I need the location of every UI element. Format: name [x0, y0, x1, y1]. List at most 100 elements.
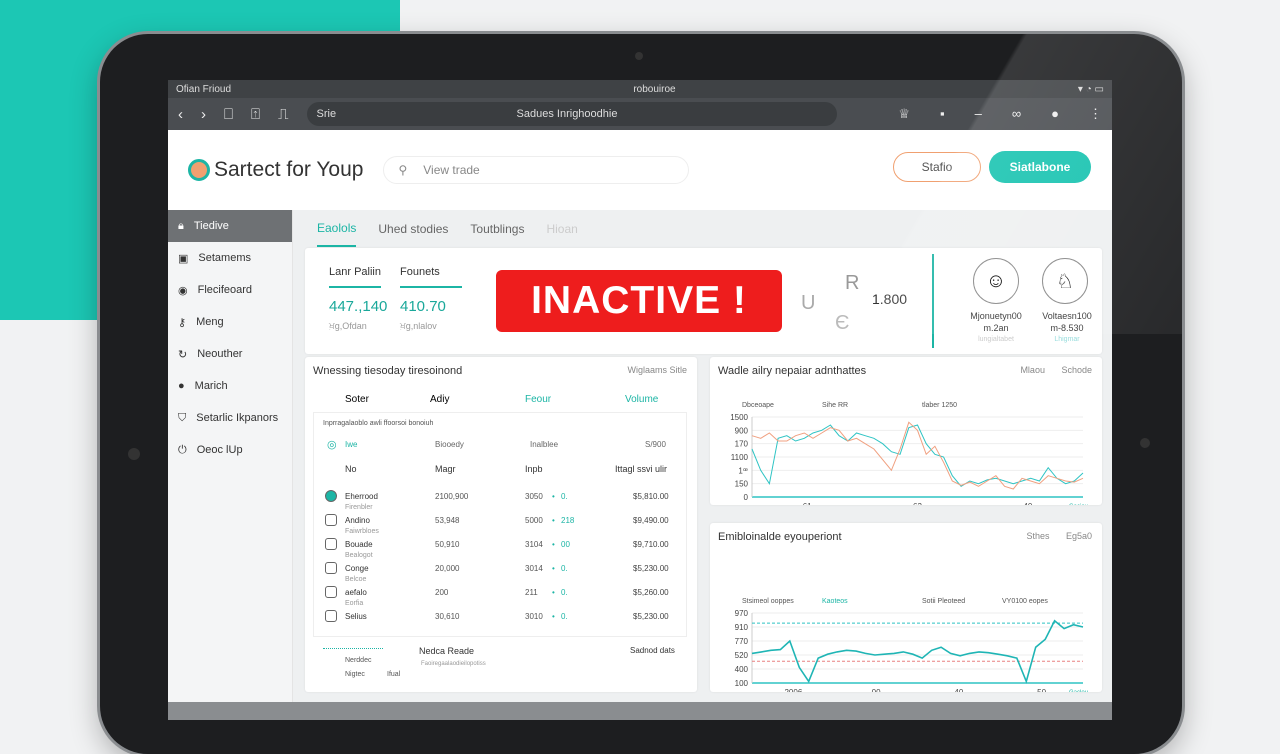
chart-action[interactable]: Sthes [1026, 531, 1050, 541]
dot-icon: • [552, 540, 555, 549]
avatar[interactable]: ☺ [973, 258, 1019, 304]
logo[interactable]: Sartect for Youp [188, 158, 363, 182]
table-frame [313, 412, 687, 637]
row-checkbox[interactable] [325, 490, 337, 502]
sidebar-item[interactable]: ▣ Setamems [168, 242, 292, 274]
url-bar[interactable]: Srie Sadues Inrighoodhie [306, 102, 837, 126]
row-sub: Firenbler [345, 504, 373, 511]
sidebar-item[interactable]: ◉ Flecifeoard [168, 274, 292, 306]
panel-title: Wnessing tiesoday tiresoinond [313, 365, 463, 377]
column-header[interactable]: Inpb [525, 464, 543, 474]
circle-icon: ● [178, 380, 185, 392]
chart-actions[interactable]: Sthes Eg5a0 [1026, 531, 1092, 541]
dot-icon: • [552, 588, 555, 597]
sidebar-item[interactable]: ⚷ Meng [168, 306, 292, 338]
legend-label: Stsimeol ooppes [742, 598, 794, 605]
table-caption: Inprragalaoblo awli ffoorsoi bonoiuh [323, 420, 434, 427]
battery-icon: ▾ ◔ ▭ [1077, 83, 1104, 95]
row-checkbox[interactable] [325, 538, 337, 550]
tab-bar: Eaolols Uhed stodies Toutblings Hioan [303, 210, 578, 248]
column-tab[interactable]: Soter [345, 394, 369, 405]
outline-button[interactable]: Stafio [893, 152, 981, 182]
sidebar-item[interactable]: 🔒︎ Tiedive [168, 210, 292, 242]
side-sensor [1140, 438, 1150, 448]
sidebar-item[interactable]: ⏻ Oeoc lUp [168, 434, 292, 466]
divider [932, 254, 934, 348]
kpi-value: 447.,140 [329, 298, 388, 315]
chart-actions[interactable]: Mlaou Schode [1020, 365, 1092, 375]
app-header: Sartect for Youp ⚲ View trade Stafio Siat… [168, 130, 1112, 210]
user-card: Mjonuetyn00 m.2an lungialtabet [957, 310, 1035, 346]
x-tick-label: 2006 [784, 688, 802, 692]
summary-panel: Lanr Paliin 447.,140 ਖ਼g,Ofdan Founets 410.… [305, 248, 1102, 354]
sidebar-item[interactable]: ● Marich [168, 370, 292, 402]
table-panel: Wnessing tiesoday tiresoinond Wiglaams S… [305, 357, 697, 692]
x-tick-label: 40 [954, 688, 963, 692]
tab[interactable]: Hioan [546, 222, 578, 236]
row-checkbox[interactable] [325, 562, 337, 574]
tab[interactable]: Toutblings [470, 222, 525, 236]
tab[interactable]: Uhed stodies [378, 222, 449, 236]
footer-item[interactable]: Ifual [387, 671, 401, 678]
sidebar-item[interactable]: ⛉ Setarlic Ikpanors [168, 402, 292, 434]
sidebar-item[interactable]: ↻ Neouther [168, 338, 292, 370]
minus-icon[interactable]: – [974, 106, 982, 121]
chart-action[interactable]: Schode [1061, 365, 1092, 375]
chart-action[interactable]: Eg5a0 [1065, 531, 1092, 541]
panel-actions[interactable]: Wiglaams Sitle [627, 365, 687, 375]
row-amount: $9,710.00 [633, 540, 669, 549]
column-header[interactable]: No [345, 464, 357, 474]
primary-button[interactable]: Siatlabone [989, 151, 1091, 183]
globe-icon: ◉ [178, 284, 188, 297]
line-chart-panel: Wadle ailry nepaiar adnthattes Mlaou Sch… [710, 357, 1102, 505]
avatar[interactable]: ♘ [1042, 258, 1088, 304]
menu-icon[interactable]: ⋮ [1089, 106, 1102, 121]
forward-icon[interactable]: › [201, 105, 206, 123]
row-amount: $5,230.00 [633, 612, 669, 621]
book-icon[interactable]: ⎕ [224, 105, 234, 123]
mini-glyph: R [845, 272, 860, 294]
row-checkbox[interactable] [325, 514, 337, 526]
tab[interactable]: Eaolols [317, 211, 357, 247]
search-input[interactable]: ⚲ View trade [383, 156, 690, 184]
column-tab[interactable]: Feour [525, 394, 552, 405]
row-value: 3014 [525, 564, 543, 573]
mini-value: 1.800 [872, 291, 908, 307]
carrier-label: Ofian Frioud [176, 83, 232, 95]
row-value: 3104 [525, 540, 543, 549]
y-tick-label: 170 [735, 440, 749, 449]
sidebar-item-label: Neouther [197, 348, 243, 360]
footer-item[interactable]: Nerddec [345, 657, 372, 664]
row-checkbox[interactable] [325, 610, 337, 622]
column-tab[interactable]: Volume [625, 394, 659, 405]
bell-icon[interactable]: ♕ [898, 106, 911, 121]
row-amount: $5,260.00 [633, 588, 669, 597]
url-text: Sadues Inrighoodhie [516, 108, 618, 120]
share-icon[interactable]: ⍐ [251, 105, 261, 123]
row-name: Eherrood [345, 492, 378, 501]
footer-item[interactable]: Nigtec [345, 671, 365, 678]
kpi-bar [400, 286, 462, 288]
x-tick-label: 50 [1037, 688, 1046, 692]
profile-icon[interactable]: ● [1051, 106, 1059, 121]
square-icon[interactable]: ▪ [940, 106, 945, 121]
link-icon[interactable]: ∞ [1011, 106, 1022, 121]
sidebar-item-label: Setarlic Ikpanors [196, 412, 279, 424]
sidebar-item-label: Meng [196, 316, 224, 328]
y-tick-label: 520 [735, 651, 749, 660]
back-icon[interactable]: ‹ [178, 105, 183, 123]
legend-label: Sihe RR [822, 402, 848, 409]
chart-action[interactable]: Mlaou [1020, 365, 1045, 375]
tabs-icon[interactable]: ⎍ [278, 105, 289, 123]
column-header[interactable]: Magr [435, 464, 456, 474]
column-header[interactable]: Ittagl ssvi ulir [615, 464, 668, 474]
footer-link[interactable]: Sadnod dats [630, 646, 675, 655]
column-tab[interactable]: Adiy [430, 394, 450, 405]
row-checkbox[interactable] [325, 586, 337, 598]
user-name: Mjonuetyn00 [970, 311, 1022, 321]
line-chart: 970 910 770 520 400 100 2006 00 40 50 Stsimeol oop… [735, 598, 1088, 692]
kpi-sub: ਖ਼g,nlalov [400, 321, 437, 331]
x-tick-label: 00 [872, 688, 881, 692]
line-chart-panel: Emibloinalde eyouperiont Sthes Eg5a0 970… [710, 523, 1102, 692]
row-name: Andino [345, 516, 370, 525]
